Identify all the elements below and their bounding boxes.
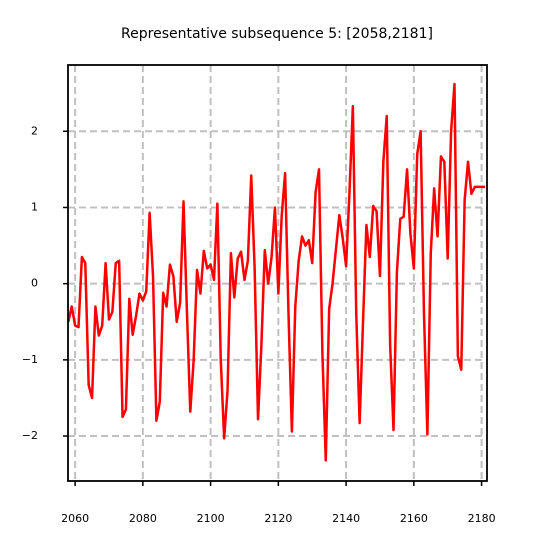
y-tick-label: 1 <box>31 200 38 213</box>
data-line <box>67 82 485 462</box>
y-tick-label: 0 <box>31 277 38 290</box>
y-tick-label: −2 <box>22 429 38 442</box>
chart-title: Representative subsequence 5: [2058,2181… <box>121 26 433 42</box>
y-tick-label: −1 <box>22 353 38 366</box>
x-tick-label: 2120 <box>264 512 292 525</box>
x-tick-label: 2180 <box>468 512 496 525</box>
x-tick-label: 2140 <box>332 512 360 525</box>
plot-frame <box>67 64 488 482</box>
x-tick-label: 2080 <box>129 512 157 525</box>
y-tick-label: 2 <box>31 124 38 137</box>
x-tick-label: 2100 <box>197 512 225 525</box>
x-tick-label: 2060 <box>61 512 89 525</box>
x-tick-label: 2160 <box>400 512 428 525</box>
